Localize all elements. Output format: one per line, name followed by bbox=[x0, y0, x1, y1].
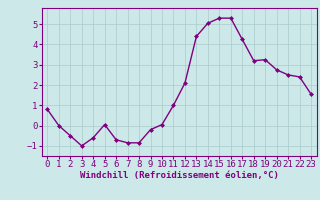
X-axis label: Windchill (Refroidissement éolien,°C): Windchill (Refroidissement éolien,°C) bbox=[80, 171, 279, 180]
